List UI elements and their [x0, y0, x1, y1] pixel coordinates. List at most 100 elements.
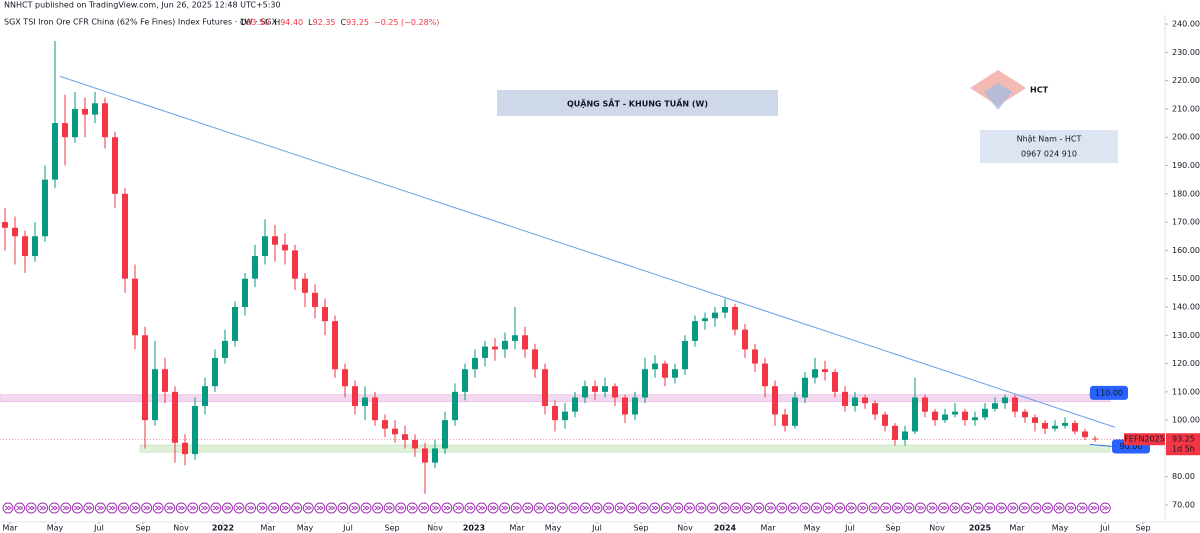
event-icon-arrow — [501, 505, 509, 511]
event-icon-arrow — [131, 505, 139, 511]
event-icon-arrow — [940, 505, 948, 511]
quote-key: L — [308, 18, 313, 27]
event-icon-arrow — [351, 505, 359, 511]
event-icon — [845, 502, 857, 514]
event-icon — [545, 502, 557, 514]
candle-body — [182, 442, 188, 455]
candle-body — [972, 417, 978, 421]
event-icon — [684, 502, 695, 514]
quote-key: H — [274, 18, 280, 27]
event-icon — [891, 502, 903, 514]
event-icon — [175, 502, 187, 514]
support-tag-label: 90.00 — [1120, 442, 1143, 451]
event-icon — [603, 502, 615, 514]
event-icon — [302, 502, 314, 514]
event-icon — [822, 502, 834, 514]
price-tick-label: 190.00 — [1172, 161, 1200, 170]
event-icon-arrow — [882, 505, 890, 511]
price-tick-label: 70.00 — [1172, 501, 1195, 510]
candle-body — [272, 236, 278, 245]
time-tick-label: Sep — [384, 524, 399, 533]
time-tick-label: Jul — [93, 524, 104, 533]
candle-body — [162, 369, 168, 392]
candle-body — [1092, 438, 1098, 440]
event-icon-arrow — [212, 505, 220, 511]
candle-body — [142, 335, 148, 421]
candle-body — [662, 363, 668, 378]
candle-body — [842, 391, 848, 407]
event-icon-arrow — [709, 505, 717, 511]
candle-body — [642, 369, 648, 398]
resistance-tag-label: 110.00 — [1095, 388, 1123, 397]
candle-body — [762, 363, 768, 387]
event-icon — [984, 502, 996, 514]
event-icon-arrow — [593, 505, 601, 511]
event-icon — [868, 502, 880, 514]
event-icon-arrow — [247, 505, 255, 511]
support-zone — [139, 444, 1111, 453]
event-icon-arrow — [201, 505, 209, 511]
candle-body — [222, 340, 228, 358]
logo-brand: HCT — [1030, 86, 1049, 95]
event-icon — [591, 502, 603, 514]
candle-body — [1052, 425, 1058, 429]
event-icon-arrow — [1102, 505, 1110, 511]
candle-body — [22, 236, 28, 257]
price-tick-label: 210.00 — [1172, 104, 1200, 113]
event-icon-arrow — [108, 505, 116, 511]
event-icon-arrow — [1090, 505, 1098, 511]
event-icon-arrow — [951, 505, 959, 511]
candle-body — [602, 386, 608, 392]
event-icon-arrow — [801, 505, 809, 511]
event-icon — [337, 502, 349, 514]
candle-body — [712, 312, 718, 319]
event-icon-arrow — [97, 505, 105, 511]
event-icon-arrow — [686, 505, 694, 511]
candle-body — [632, 397, 638, 415]
event-icon — [1088, 502, 1100, 514]
event-icon-arrow — [917, 505, 925, 511]
event-icon — [695, 502, 707, 514]
event-icon-arrow — [27, 505, 35, 511]
candle-body — [372, 397, 378, 421]
event-icon-arrow — [743, 505, 752, 511]
candle-body — [752, 349, 758, 364]
event-icon-arrow — [432, 505, 440, 511]
quote-key: O — [240, 18, 246, 27]
event-icon-arrow — [894, 505, 902, 511]
event-icon — [268, 502, 280, 514]
trendline — [59, 75, 1116, 428]
candle-body — [902, 431, 908, 440]
quote-line: O93.50 H94.40 L92.35 C93.25 −0.25 (−0.28%) — [240, 18, 439, 27]
candle-body — [402, 434, 408, 440]
event-icon — [14, 502, 25, 514]
candle-body — [562, 411, 568, 421]
time-tick-label: Jul — [342, 524, 353, 533]
time-tick-label: May — [804, 524, 821, 533]
time-tick-label: May — [47, 524, 64, 533]
candle-body — [612, 386, 618, 398]
candle-body — [192, 406, 198, 455]
time-tick-label: Sep — [633, 524, 648, 533]
candle-body — [342, 369, 348, 387]
resistance-tag — [1090, 385, 1128, 400]
event-icon-arrow — [466, 505, 474, 511]
time-tick-label: 2022 — [212, 524, 234, 533]
event-icon-arrow — [905, 505, 913, 511]
time-tick-label: Mar — [1009, 524, 1025, 533]
quote-value: 92.35 — [313, 18, 336, 27]
candle-body — [812, 369, 818, 378]
event-icon — [25, 502, 37, 514]
event-icon — [1018, 502, 1030, 514]
candle-body — [552, 406, 558, 421]
countdown-label: 1d 5h — [1172, 445, 1195, 454]
time-tick-label: Mar — [2, 524, 18, 533]
logo-diamond-blue — [984, 83, 1012, 110]
symbol-tag-label: FEFN2025 — [1124, 435, 1165, 444]
candle-body — [872, 403, 878, 415]
candle-body — [172, 391, 178, 443]
candle-body — [332, 321, 338, 370]
event-icon — [718, 502, 730, 514]
price-tick-label: 120.00 — [1172, 359, 1200, 368]
